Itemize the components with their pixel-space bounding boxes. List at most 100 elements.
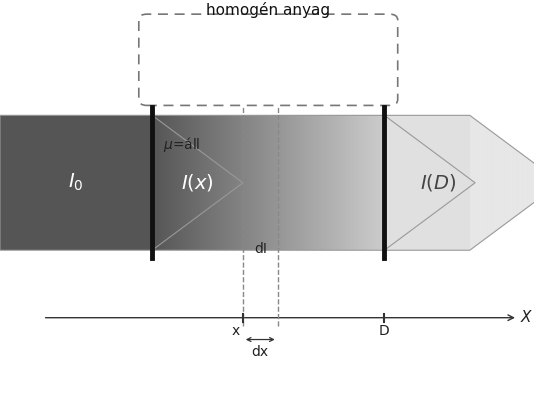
Polygon shape — [400, 128, 402, 238]
Polygon shape — [511, 146, 512, 220]
Polygon shape — [339, 115, 340, 250]
Polygon shape — [340, 115, 341, 250]
Polygon shape — [270, 115, 271, 250]
Polygon shape — [426, 146, 427, 219]
Polygon shape — [480, 123, 481, 243]
Polygon shape — [163, 115, 164, 250]
Polygon shape — [244, 115, 245, 250]
Polygon shape — [508, 144, 509, 222]
Polygon shape — [303, 115, 304, 250]
Polygon shape — [468, 178, 469, 188]
Polygon shape — [204, 115, 205, 250]
Polygon shape — [218, 164, 219, 201]
Polygon shape — [235, 177, 236, 188]
Polygon shape — [230, 173, 231, 192]
Polygon shape — [271, 115, 272, 250]
Polygon shape — [228, 172, 229, 194]
Polygon shape — [388, 118, 389, 247]
Polygon shape — [176, 133, 177, 232]
Polygon shape — [383, 115, 384, 250]
Polygon shape — [237, 178, 238, 187]
Polygon shape — [239, 180, 240, 185]
Polygon shape — [242, 182, 243, 183]
Polygon shape — [252, 115, 253, 250]
Polygon shape — [449, 164, 450, 202]
Polygon shape — [301, 115, 302, 250]
Polygon shape — [458, 170, 459, 195]
Polygon shape — [455, 168, 456, 198]
Polygon shape — [373, 115, 374, 250]
Polygon shape — [391, 121, 392, 245]
Polygon shape — [203, 115, 204, 250]
Polygon shape — [206, 156, 207, 210]
Polygon shape — [275, 115, 276, 250]
Polygon shape — [185, 115, 186, 250]
Polygon shape — [345, 115, 347, 250]
Polygon shape — [157, 119, 158, 247]
Polygon shape — [481, 124, 482, 242]
Polygon shape — [324, 115, 325, 250]
Polygon shape — [175, 115, 176, 250]
Polygon shape — [399, 127, 400, 239]
Polygon shape — [286, 115, 287, 250]
Polygon shape — [452, 166, 453, 200]
Polygon shape — [330, 115, 331, 250]
Polygon shape — [272, 115, 273, 250]
Polygon shape — [183, 138, 184, 227]
Polygon shape — [155, 115, 156, 250]
Polygon shape — [314, 115, 315, 250]
Polygon shape — [445, 161, 446, 205]
Polygon shape — [162, 115, 163, 250]
Polygon shape — [390, 120, 391, 246]
Polygon shape — [490, 131, 491, 235]
Polygon shape — [491, 131, 492, 234]
Polygon shape — [472, 181, 473, 185]
Polygon shape — [221, 166, 222, 199]
Polygon shape — [521, 153, 522, 212]
Polygon shape — [372, 115, 373, 250]
Polygon shape — [229, 115, 230, 250]
Polygon shape — [447, 162, 448, 203]
Polygon shape — [440, 157, 441, 209]
Polygon shape — [182, 115, 183, 250]
Polygon shape — [514, 148, 515, 217]
Polygon shape — [171, 115, 172, 250]
Polygon shape — [509, 145, 510, 221]
Polygon shape — [257, 115, 258, 250]
Polygon shape — [379, 115, 380, 250]
Polygon shape — [375, 115, 376, 250]
Polygon shape — [166, 115, 167, 250]
Polygon shape — [192, 145, 193, 221]
Polygon shape — [226, 171, 227, 195]
Polygon shape — [397, 125, 398, 241]
Polygon shape — [479, 122, 480, 243]
Polygon shape — [512, 147, 513, 219]
Polygon shape — [240, 115, 241, 250]
Polygon shape — [362, 115, 363, 250]
Polygon shape — [497, 136, 498, 230]
Polygon shape — [273, 115, 274, 250]
Polygon shape — [235, 115, 237, 250]
Polygon shape — [528, 158, 529, 207]
Polygon shape — [160, 121, 161, 244]
Polygon shape — [231, 115, 232, 250]
Polygon shape — [371, 115, 372, 250]
Polygon shape — [483, 125, 484, 240]
Polygon shape — [312, 115, 313, 250]
Polygon shape — [208, 157, 209, 209]
Polygon shape — [230, 115, 231, 250]
Polygon shape — [214, 115, 215, 250]
Polygon shape — [359, 115, 360, 250]
Polygon shape — [158, 120, 159, 246]
Polygon shape — [187, 115, 188, 250]
Polygon shape — [174, 132, 175, 234]
Polygon shape — [205, 115, 206, 250]
Polygon shape — [184, 139, 185, 226]
Polygon shape — [319, 115, 320, 250]
Polygon shape — [156, 115, 157, 250]
Polygon shape — [220, 166, 221, 200]
Polygon shape — [442, 158, 443, 207]
Polygon shape — [532, 162, 533, 204]
Polygon shape — [352, 115, 354, 250]
Polygon shape — [341, 115, 342, 250]
